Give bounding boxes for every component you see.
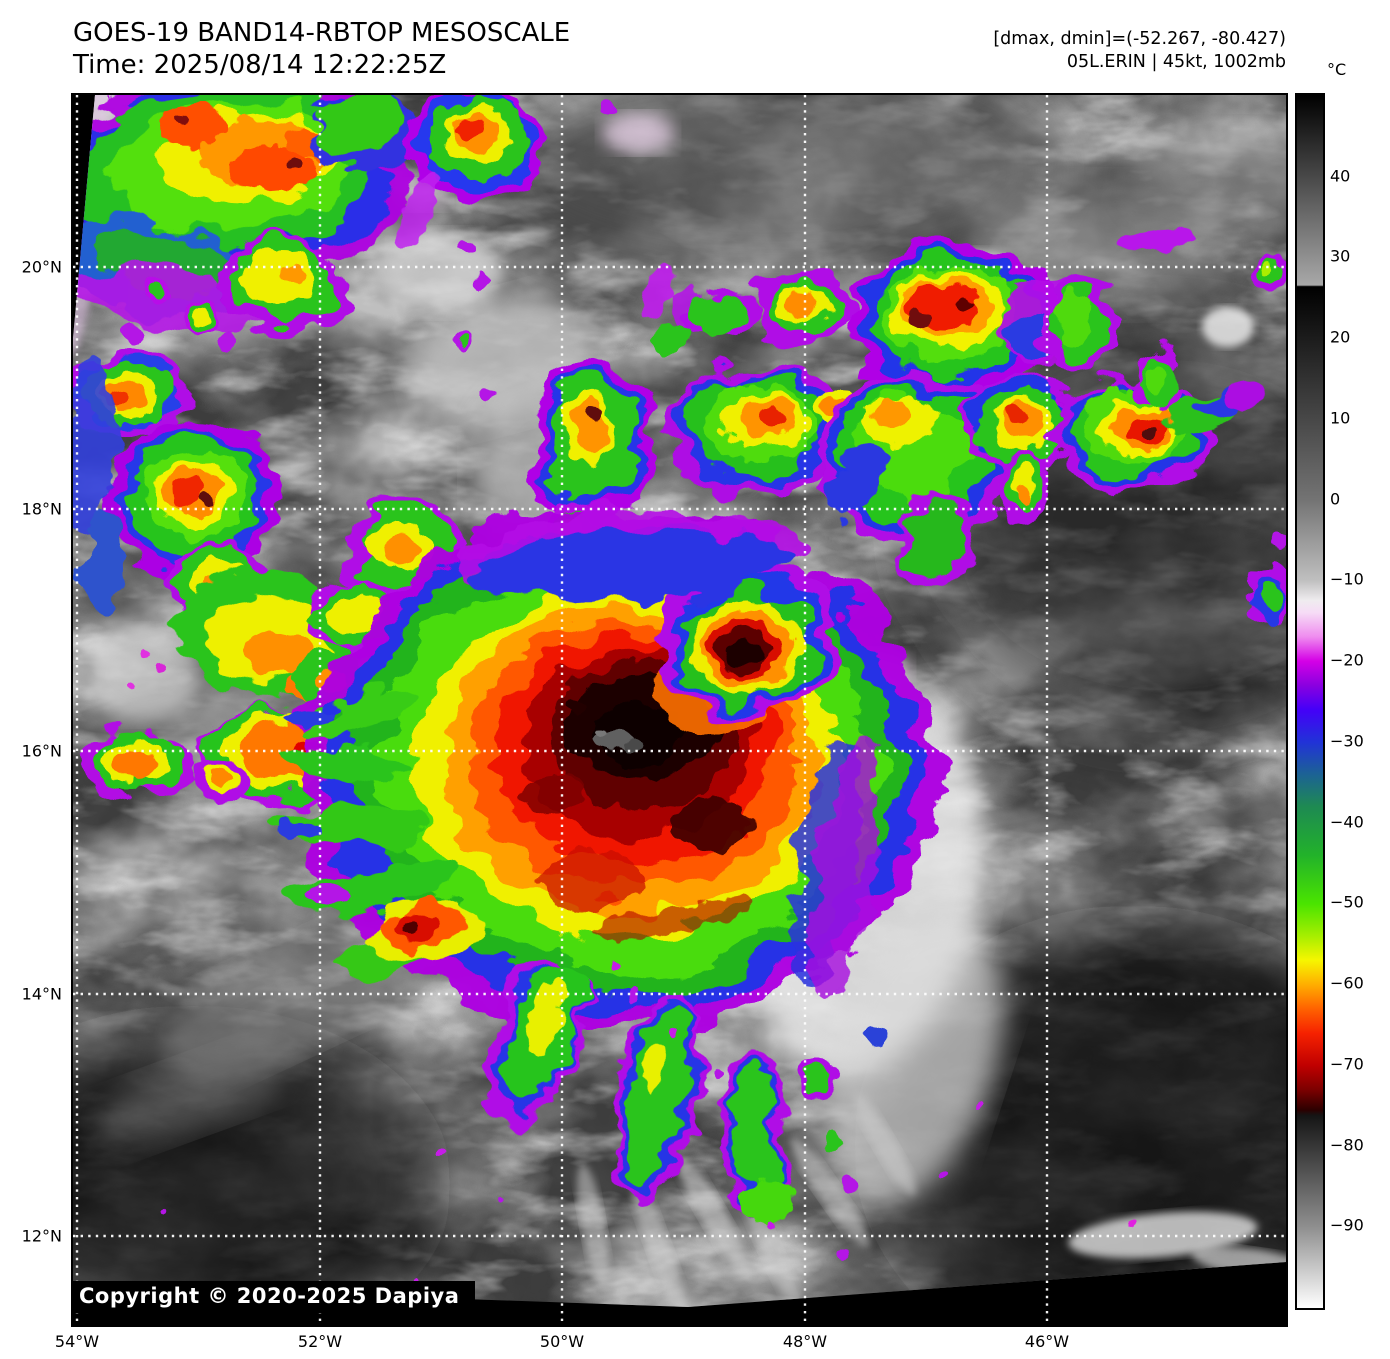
lat-tick-label: 12°N [21, 1226, 62, 1246]
lat-tick-label: 16°N [21, 741, 62, 761]
colorbar-tick-label: −20 [1330, 650, 1364, 670]
colorbar-tick-label: −50 [1330, 892, 1364, 912]
lat-tick-label: 14°N [21, 984, 62, 1004]
data-swath [73, 95, 1286, 1307]
north-cell-cluster [396, 95, 545, 247]
gridlines [73, 95, 1286, 1325]
northern-arc-cells [604, 102, 1286, 591]
lon-tick-label: 46°W [1024, 1332, 1070, 1351]
main-storm [274, 509, 939, 1221]
colorbar-tick-label: 30 [1330, 246, 1351, 266]
satellite-map-frame [71, 93, 1288, 1327]
southern-rainband-arms [485, 956, 885, 1221]
longitude-axis: 54°W 52°W 50°W 48°W 46°W [0, 1332, 1390, 1356]
lat-tick-label: 18°N [21, 499, 62, 519]
lon-tick-label: 54°W [54, 1332, 100, 1351]
right-edge-cells [1246, 532, 1286, 632]
colorbar-tick-label: 20 [1330, 327, 1351, 347]
lat-tick-label: 20°N [21, 257, 62, 277]
lon-tick-label: 48°W [782, 1332, 828, 1351]
dmax-dmin-readout: [dmax, dmin]=(-52.267, -80.427) [993, 29, 1286, 49]
colorbar-tick-label: −40 [1330, 812, 1364, 832]
colorbar-tick-label: 10 [1330, 408, 1351, 428]
colorbar-tick-label: 40 [1330, 166, 1351, 186]
colorbar-tick-label: −80 [1330, 1135, 1364, 1155]
lon-tick-label: 52°W [297, 1332, 343, 1351]
colorbar [1295, 93, 1325, 1310]
satellite-image [73, 95, 1286, 1325]
colorbar-tick-label: 0 [1330, 489, 1341, 509]
northwest-convective-complex [73, 95, 418, 335]
colorbar-tick-label: −30 [1330, 731, 1364, 751]
latitude-axis: 20°N 18°N 16°N 14°N 12°N [0, 0, 66, 1359]
colorbar-tick-label: −70 [1330, 1054, 1364, 1074]
colorbar-unit-label: °C [1327, 60, 1347, 79]
page-title: GOES-19 BAND14-RBTOP MESOSCALE [73, 18, 571, 48]
colorbar-tick-label: −10 [1330, 569, 1364, 589]
timestamp: Time: 2025/08/14 12:22:25Z [73, 50, 447, 80]
lon-tick-label: 50°W [539, 1332, 585, 1351]
colorbar-tick-labels: 40 30 20 10 0 −10 −20 −30 −40 −50 −60 −70 −80 −90 [1330, 0, 1390, 1359]
storm-id-readout: 05L.ERIN | 45kt, 1002mb [1066, 52, 1286, 72]
colorbar-tick-label: −60 [1330, 973, 1364, 993]
storm-info-block: [dmax, dmin]=(-52.267, -80.427) 05L.ERIN… [993, 28, 1286, 74]
copyright-watermark: Copyright © 2020-2025 Dapiya [73, 1281, 476, 1313]
colorbar-tick-label: −90 [1330, 1215, 1364, 1235]
